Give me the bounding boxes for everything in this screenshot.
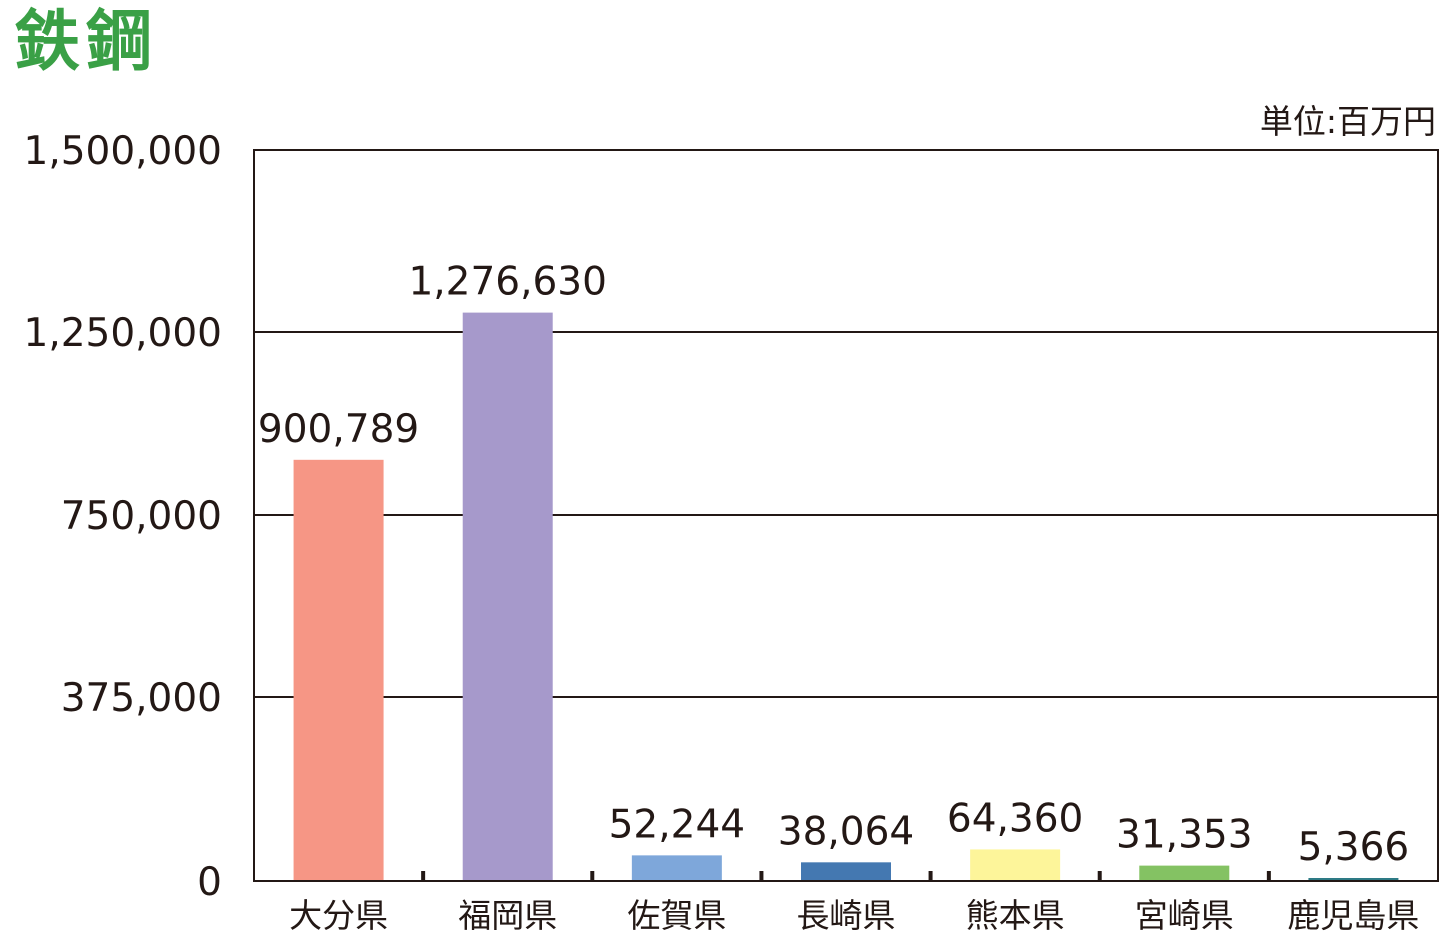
data-label: 52,244	[609, 802, 745, 847]
data-label: 38,064	[778, 809, 914, 854]
data-labels: 900,789 1,276,630 52,244 38,064 64,360 31,353…	[258, 260, 1409, 870]
data-label: 31,353	[1116, 813, 1252, 858]
category-label: 大分県	[289, 896, 388, 935]
bars	[293, 312, 1399, 881]
data-label: 900,789	[258, 407, 419, 452]
category-label: 熊本県	[966, 896, 1065, 935]
y-tick-label: 0	[197, 860, 222, 905]
category-label: 福岡県	[458, 896, 557, 935]
bar	[970, 849, 1061, 881]
data-label: 1,276,630	[408, 260, 607, 305]
x-ticks	[421, 871, 1271, 881]
bar	[1139, 865, 1230, 881]
bar	[801, 862, 891, 881]
bar	[631, 855, 722, 881]
category-label: 佐賀県	[627, 896, 726, 935]
y-tick-label: 1,500,000	[24, 129, 223, 174]
bar	[1308, 878, 1399, 881]
y-tick-label: 375,000	[61, 676, 222, 721]
y-tick-label: 1,250,000	[24, 311, 223, 356]
data-label: 5,366	[1298, 825, 1410, 870]
category-label: 鹿児島県	[1287, 896, 1419, 935]
category-labels: 大分県 福岡県 佐賀県 長崎県 熊本県 宮崎県 鹿児島県	[289, 896, 1419, 935]
data-label: 64,360	[947, 796, 1083, 841]
plot-frame	[253, 149, 1439, 882]
category-label: 長崎県	[797, 896, 896, 935]
category-label: 宮崎県	[1135, 896, 1234, 935]
y-axis-labels: 0 375,000 750,000 1,250,000 1,500,000	[24, 129, 223, 905]
unit-label: 単位:百万円	[1259, 102, 1436, 141]
chart-title: 鉄鋼	[14, 3, 158, 80]
gridlines	[254, 331, 1438, 698]
bar	[293, 459, 384, 881]
y-tick-label: 750,000	[61, 494, 222, 539]
bar	[462, 312, 553, 881]
